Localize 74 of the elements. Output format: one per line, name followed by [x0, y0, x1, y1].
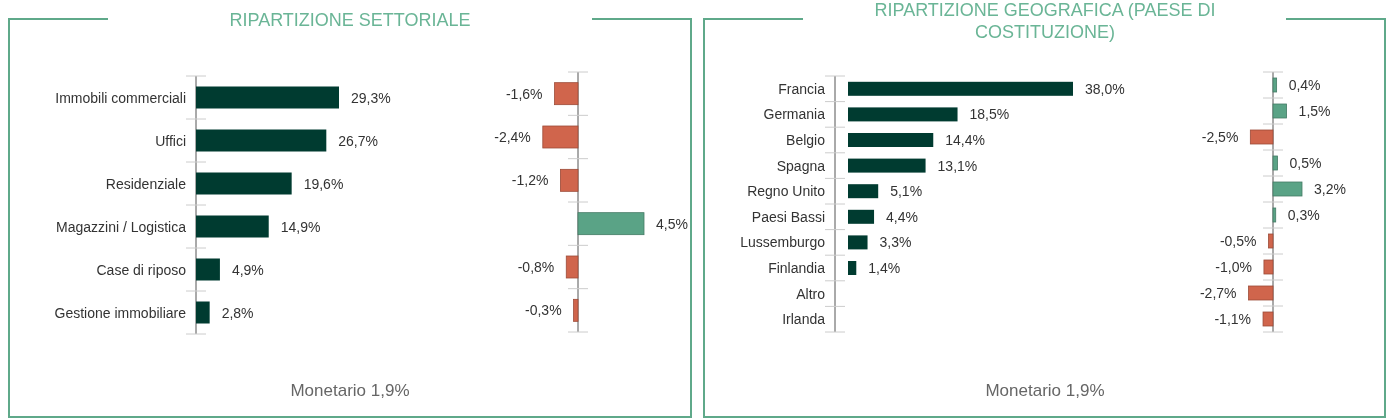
data-label: 0,3%: [1287, 207, 1320, 223]
chart-title: RIPARTIZIONE GEOGRAFICA (PAESE DI COSTITUZIONE): [874, 0, 1216, 42]
bar: [1272, 155, 1278, 171]
data-label: -0,8%: [517, 259, 555, 275]
data-label: -1,6%: [505, 85, 543, 102]
bar: [1272, 181, 1303, 197]
y-tick-label: Altro: [796, 285, 826, 302]
data-label: 4,5%: [656, 215, 688, 232]
y-tick-label: Magazzini / Logistica: [56, 218, 187, 235]
data-label: 3,3%: [879, 234, 912, 251]
data-label: -1,1%: [1214, 311, 1252, 327]
bar: [1262, 311, 1274, 327]
bar: [848, 261, 857, 275]
data-label: -0,3%: [525, 302, 562, 319]
data-label: 38,0%: [1085, 80, 1125, 97]
data-label: -0,5%: [1219, 233, 1257, 249]
bar: [1268, 233, 1274, 249]
bar: [196, 258, 220, 281]
data-label: 26,7%: [338, 132, 379, 149]
y-tick-label: Francia: [778, 80, 826, 97]
bar: [1249, 129, 1274, 145]
data-label: 4,4%: [886, 208, 918, 225]
bar: [1263, 259, 1274, 275]
data-label: 1,4%: [868, 260, 901, 276]
data-label: 18,5%: [969, 106, 1010, 123]
data-label: 29,3%: [351, 89, 391, 106]
data-label: 19,6%: [303, 175, 344, 192]
y-tick-label: Case di riposo: [96, 261, 187, 278]
data-label: -1,2%: [511, 172, 549, 189]
bar: [1248, 285, 1274, 301]
y-tick-label: Residenziale: [105, 175, 187, 192]
y-tick-label: Gestione immobiliare: [54, 304, 187, 321]
bar: [196, 129, 327, 152]
data-label: -2,5%: [1201, 129, 1239, 145]
y-tick-label: Immobili commerciali: [55, 89, 186, 106]
bar: [196, 86, 339, 109]
y-tick-label: Irlanda: [782, 311, 826, 328]
data-label: 0,5%: [1289, 155, 1322, 171]
bar: [1272, 207, 1277, 223]
data-label: 5,1%: [890, 183, 923, 200]
data-label: 13,1%: [937, 157, 978, 174]
bar: [848, 209, 875, 224]
data-label: -2,4%: [494, 129, 531, 145]
y-tick-label: Regno Unito: [747, 183, 826, 200]
text: Monetario 1,9%: [985, 381, 1105, 400]
bar: [848, 158, 926, 173]
bar: [196, 172, 292, 195]
bar: [196, 215, 269, 238]
data-label: 14,9%: [280, 218, 321, 235]
y-tick-label: Germania: [763, 106, 826, 123]
bar: [848, 184, 879, 199]
data-label: 0,4%: [1288, 77, 1321, 93]
data-label: 2,8%: [221, 304, 254, 321]
bar: [196, 301, 210, 324]
data-label: 14,4%: [945, 132, 985, 148]
data-label: 3,2%: [1314, 181, 1346, 197]
data-label: -1,0%: [1215, 259, 1252, 275]
chart-title: RIPARTIZIONE SETTORIALE: [229, 10, 471, 30]
bar: [848, 235, 868, 250]
y-tick-label: Paesi Bassi: [751, 208, 825, 225]
bar: [1272, 103, 1287, 119]
data-label: 1,5%: [1298, 103, 1331, 119]
bar: [1272, 77, 1278, 93]
data-label: 4,9%: [231, 261, 264, 278]
bar: [848, 133, 934, 147]
text: Monetario 1,9%: [290, 381, 410, 400]
data-label: -2,7%: [1199, 285, 1237, 301]
y-tick-label: Belgio: [786, 132, 826, 148]
bar: [848, 81, 1073, 96]
y-tick-label: Lussemburgo: [740, 234, 826, 251]
y-tick-label: Spagna: [776, 157, 826, 174]
bar: [848, 107, 958, 122]
y-tick-label: Uffici: [155, 132, 186, 149]
y-tick-label: Finlandia: [768, 260, 826, 276]
